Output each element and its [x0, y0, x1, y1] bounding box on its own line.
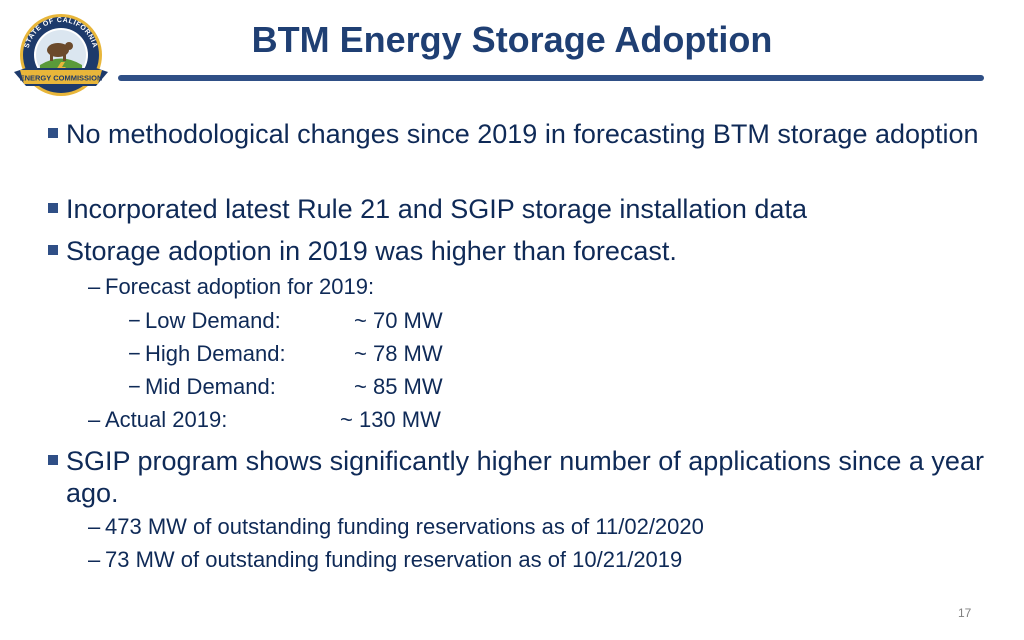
minus-icon: −	[128, 374, 141, 399]
forecast-mid-demand: − Mid Demand: ~ 85 MW	[128, 373, 468, 401]
title-rule	[118, 75, 984, 81]
bullet-3: Storage adoption in 2019 was higher than…	[48, 235, 988, 267]
california-energy-commission-logo: STATE OF CALIFORNIA ENERGY COMMISSION	[14, 14, 108, 96]
page-number: 17	[958, 606, 972, 620]
item-label: Actual 2019:	[105, 407, 228, 432]
item-value: ~ 85 MW	[354, 374, 443, 399]
minus-icon: −	[128, 341, 141, 366]
square-bullet-icon	[48, 128, 58, 138]
bullet-text: No methodological changes since 2019 in …	[66, 119, 979, 149]
square-bullet-icon	[48, 245, 58, 255]
sub-bullet-actual: – Actual 2019: ~ 130 MW	[88, 406, 468, 434]
item-label: Low Demand:	[145, 308, 281, 333]
sub-bullet-text: 473 MW of outstanding funding reservatio…	[105, 514, 704, 539]
sub-bullet-sgip-2019: –73 MW of outstanding funding reservatio…	[88, 546, 682, 574]
item-label: High Demand:	[145, 341, 286, 366]
item-value: ~ 78 MW	[354, 341, 443, 366]
sub-bullet-forecast: – Forecast adoption for 2019:	[88, 273, 374, 301]
dash-icon: –	[88, 274, 101, 299]
square-bullet-icon	[48, 203, 58, 213]
sub-bullet-text: 73 MW of outstanding funding reservation…	[105, 547, 683, 572]
bullet-1: No methodological changes since 2019 in …	[48, 118, 988, 150]
dash-icon: –	[88, 547, 101, 572]
item-value: ~ 70 MW	[354, 308, 443, 333]
bullet-text: Incorporated latest Rule 21 and SGIP sto…	[66, 194, 807, 224]
minus-icon: −	[128, 308, 141, 333]
bullet-2: Incorporated latest Rule 21 and SGIP sto…	[48, 193, 988, 225]
slide-title: BTM Energy Storage Adoption	[251, 19, 773, 60]
bullet-text: SGIP program shows significantly higher …	[66, 446, 984, 508]
dash-icon: –	[88, 407, 101, 432]
sub-bullet-sgip-2020: –473 MW of outstanding funding reservati…	[88, 513, 704, 541]
logo-bottom-text: ENERGY COMMISSION	[20, 74, 103, 83]
item-value: ~ 130 MW	[340, 407, 441, 432]
dash-icon: –	[88, 514, 101, 539]
forecast-low-demand: − Low Demand: ~ 70 MW	[128, 307, 468, 335]
forecast-high-demand: − High Demand: ~ 78 MW	[128, 340, 468, 368]
item-label: Mid Demand:	[145, 374, 276, 399]
bullet-text: Storage adoption in 2019 was higher than…	[66, 236, 677, 266]
sub-bullet-text: Forecast adoption for 2019:	[105, 274, 375, 299]
bullet-4: SGIP program shows significantly higher …	[48, 445, 988, 509]
square-bullet-icon	[48, 455, 58, 465]
